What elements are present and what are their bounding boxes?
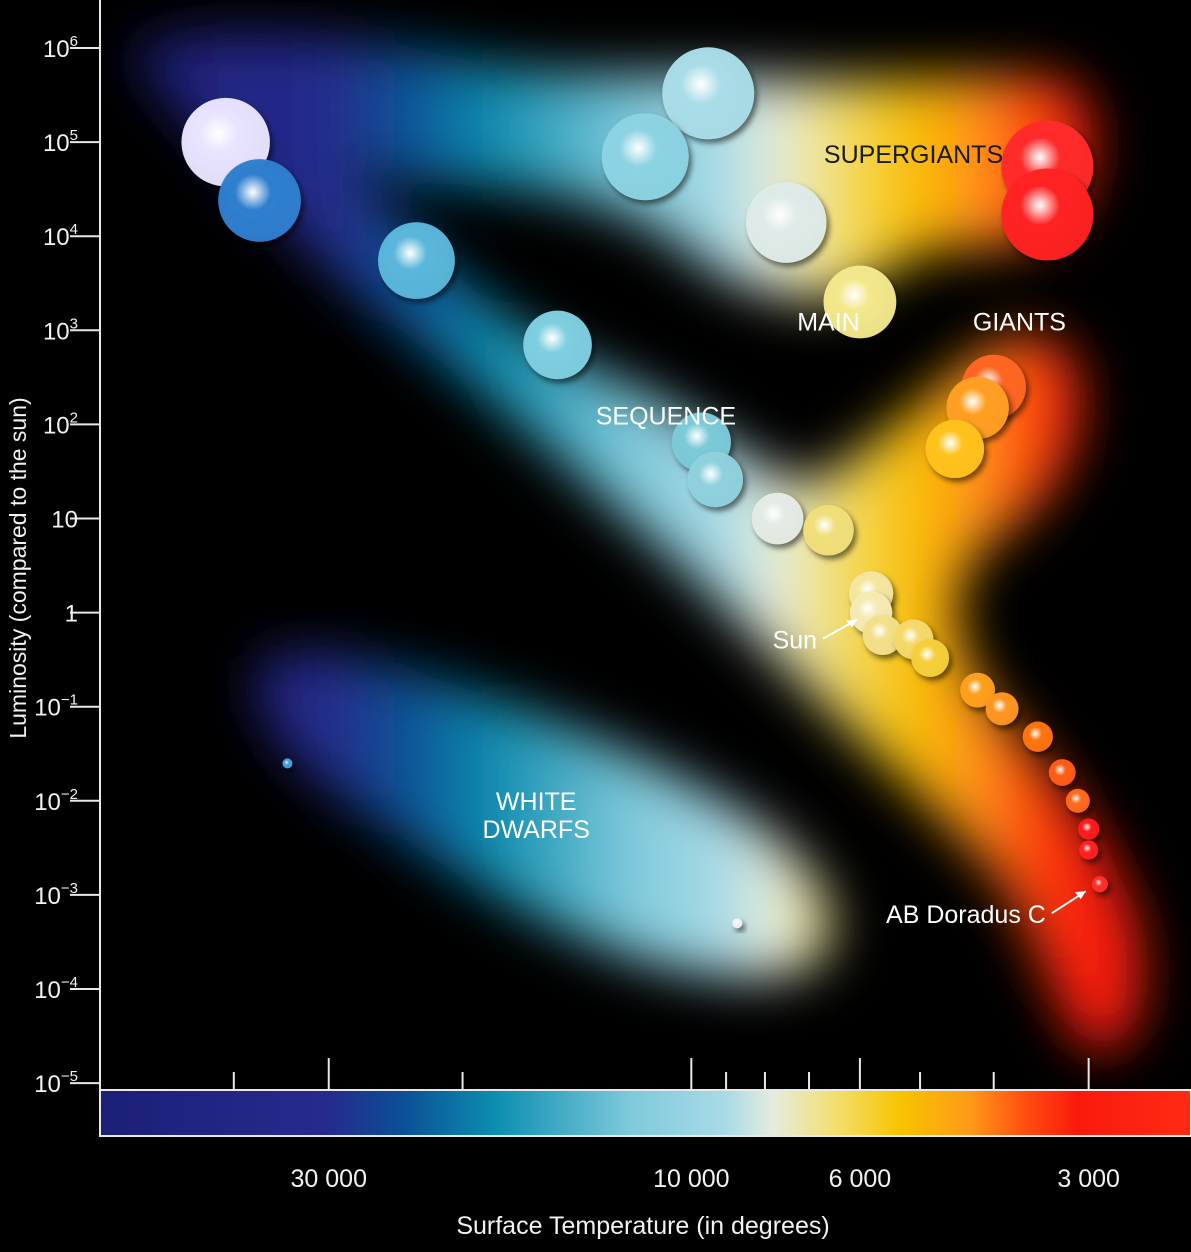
star-supergiants [1001,168,1094,261]
y-tick-label: 104 [43,221,78,251]
annotation-label: Sun [773,627,817,655]
star-supergiants [745,182,827,263]
x-axis-label: Surface Temperature (in degrees) [456,1212,829,1240]
star-main-sequence [985,692,1019,726]
y-tick-exponent: 5 [70,127,78,144]
x-tick-label: 6 000 [829,1165,892,1193]
x-tick-label: 10 000 [653,1165,729,1193]
y-tick-base: 10 [43,36,70,63]
temperature-colorbar [99,1089,1191,1137]
y-tick-label: 10−1 [34,692,78,722]
annotation-label: AB Doradus C [886,901,1046,929]
x-tick-label: 30 000 [291,1165,367,1193]
y-tick-label: 10 [51,507,78,534]
y-tick-exponent: 3 [70,315,78,332]
y-tick-label: 10−3 [34,880,78,910]
star-main-sequence [960,672,996,708]
y-tick-exponent: 2 [70,409,78,426]
y-tick-base: 10 [34,977,61,1004]
y-tick-label: 10−2 [34,786,78,816]
region-label-sequence: SEQUENCE [596,402,736,430]
star-supergiants [662,47,755,140]
y-axis-label: Luminosity (compared to the sun) [5,397,31,738]
main-sequence-band [130,55,1142,1052]
region-label-white: WHITE [496,788,577,816]
y-tick-label: 10−5 [34,1068,78,1098]
y-tick-base: 1 [65,601,78,628]
y-tick-base: 10 [34,1071,61,1098]
star-white-dwarfs [282,758,293,769]
y-tick-exponent: −1 [61,692,78,709]
y-tick-label: 106 [43,33,78,63]
y-tick-base: 10 [51,507,78,534]
y-tick-exponent: −2 [61,786,78,803]
star-white-dwarfs [732,918,743,929]
star-main-sequence [911,638,950,677]
star-main-sequence [1079,840,1099,860]
star-supergiants [823,265,897,339]
star-markers [181,47,1108,929]
annotation-arrowhead [1074,891,1086,900]
y-tick-label: 102 [43,409,78,439]
y-tick-label: 1 [65,601,78,628]
y-tick-exponent: 4 [70,221,78,238]
y-tick-exponent: −3 [61,880,78,897]
star-main-sequence [218,159,301,242]
star-main-sequence [751,492,804,545]
y-tick-base: 10 [43,130,70,157]
star-main-sequence [687,451,743,508]
star-giants [925,419,985,479]
y-tick-base: 10 [43,318,70,345]
annotation-arrowhead [846,619,858,628]
star-main-sequence [1048,759,1076,786]
region-label-giants: GIANTS [973,308,1066,336]
star-main-sequence [1078,818,1100,840]
annotations: Sun AB Doradus C [773,618,1087,929]
star-main-sequence [1091,876,1108,893]
region-label-main: MAIN [797,308,860,336]
y-tick-base: 10 [34,883,61,910]
y-tick-label: 103 [43,315,78,345]
x-axis: 30 000 10 000 6 000 3 000 [232,1058,1120,1193]
y-tick-label: 105 [43,127,78,157]
y-tick-base: 10 [43,412,70,439]
region-label-supergiants: SUPERGIANTS [824,141,1003,169]
star-main-sequence [1022,721,1053,752]
x-tick-label: 3 000 [1057,1165,1120,1193]
star-main-sequence [1065,788,1090,813]
y-tick-exponent: 6 [70,33,78,50]
y-tick-exponent: −5 [61,1068,78,1085]
star-main-sequence [523,310,592,380]
y-tick-label: 10−4 [34,974,78,1004]
star-main-sequence [862,614,903,655]
y-tick-base: 10 [34,695,61,722]
y-tick-base: 10 [43,224,70,251]
star-main-sequence [803,505,854,556]
region-label-dwarfs: DWARFS [482,816,589,844]
y-tick-exponent: −4 [61,974,78,991]
white-dwarfs-band [257,651,832,978]
y-tick-base: 10 [34,789,61,816]
star-supergiants [601,113,689,201]
star-main-sequence [378,222,455,300]
